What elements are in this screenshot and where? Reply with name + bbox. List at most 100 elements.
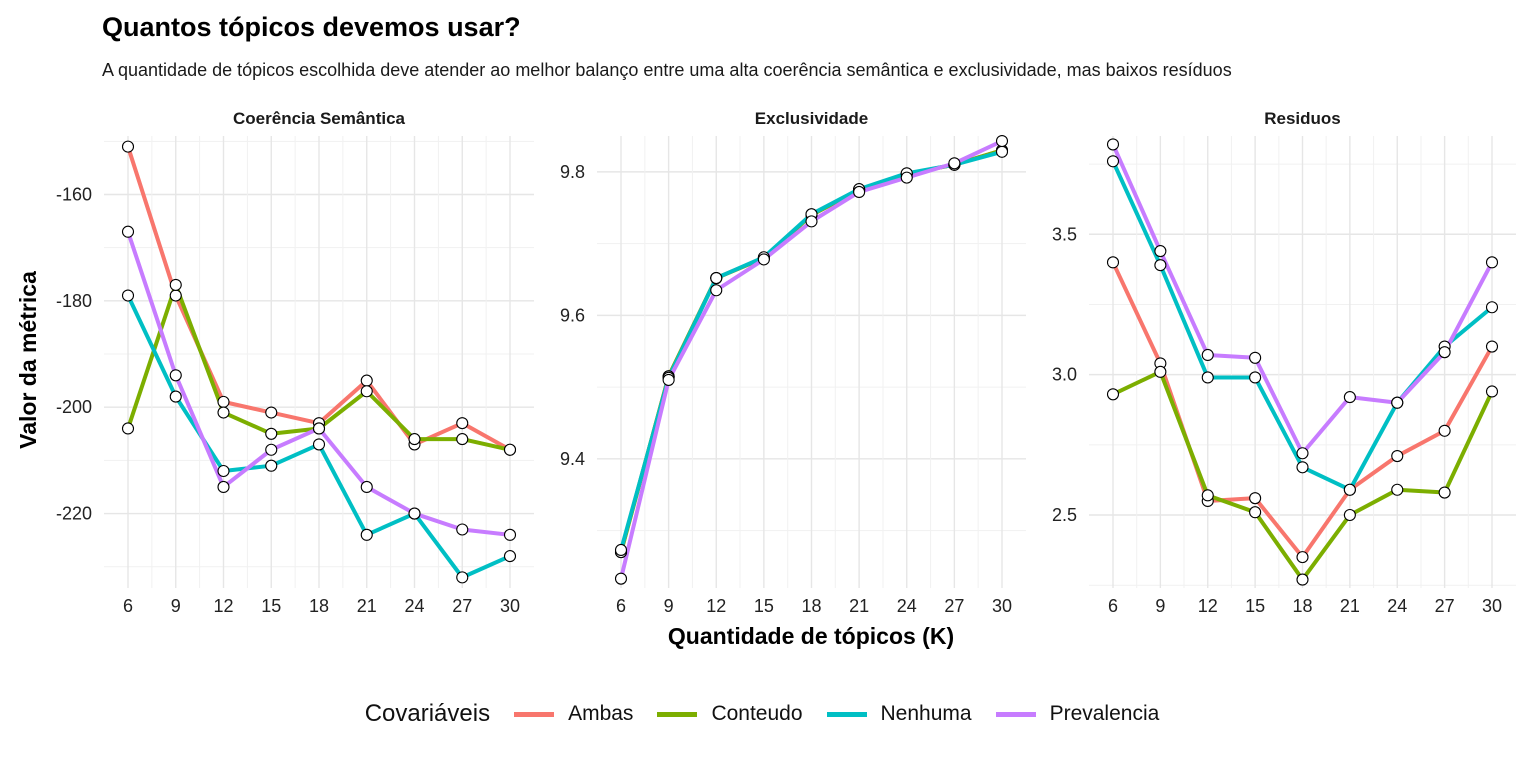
x-tick-label: 24 — [404, 596, 424, 616]
data-point-conteudo — [1343, 508, 1356, 522]
data-point-nenhuma — [503, 550, 517, 563]
data-point-conteudo — [265, 427, 278, 440]
data-point-conteudo — [1438, 486, 1451, 499]
chart-title: Quantos tópicos devemos usar? — [102, 12, 521, 42]
data-point-prevalencia — [900, 171, 913, 184]
data-point-prevalencia — [614, 572, 628, 585]
legend-item-nenhuma: Nenhuma — [826, 702, 972, 726]
data-point-nenhuma — [1485, 301, 1499, 314]
data-point-ambas — [1296, 551, 1309, 564]
data-point-prevalencia — [1343, 391, 1356, 404]
x-tick-label: 18 — [309, 596, 329, 616]
data-point-prevalencia — [217, 480, 230, 494]
y-tick-label: -200 — [56, 397, 92, 417]
x-tick-label: 27 — [1435, 596, 1455, 616]
data-point-conteudo — [169, 278, 182, 291]
y-tick-label: 9.4 — [560, 449, 585, 469]
x-tick-label: 15 — [261, 596, 281, 616]
panel-title: Coerência Semântica — [233, 109, 406, 128]
y-axis-title: Valor da métrica — [15, 271, 41, 449]
legend-item-ambas: Ambas — [514, 702, 633, 726]
panel-0: Coerência Semântica -160 -180 -200 -220 6 9 12 1… — [56, 109, 534, 616]
data-point-nenhuma — [265, 459, 278, 472]
data-point-ambas — [265, 406, 278, 419]
data-point-ambas — [1106, 256, 1120, 269]
y-tick-label: 3.0 — [1052, 365, 1077, 385]
legend-label-prevalencia: Prevalencia — [1049, 702, 1160, 725]
y-tick-label: 9.8 — [560, 162, 585, 182]
y-tick-label: 2.5 — [1052, 505, 1077, 525]
y-tick-label: -220 — [56, 504, 92, 524]
x-tick-label: 12 — [1198, 596, 1218, 616]
data-point-ambas — [1438, 424, 1451, 437]
data-point-prevalencia — [408, 507, 421, 520]
data-point-conteudo — [1485, 385, 1499, 398]
y-tick-label: -180 — [56, 291, 92, 311]
x-tick-label: 24 — [1387, 596, 1407, 616]
x-tick-label: 12 — [213, 596, 233, 616]
data-point-nenhuma — [1296, 461, 1309, 474]
legend-item-prevalencia: Prevalencia — [995, 702, 1160, 726]
x-tick-label: 24 — [897, 596, 917, 616]
data-point-ambas — [1249, 492, 1262, 505]
x-tick-label: 9 — [171, 596, 181, 616]
data-point-conteudo — [1106, 388, 1120, 401]
legend-key-nenhuma — [826, 711, 867, 717]
data-point-nenhuma — [1201, 371, 1214, 384]
data-point-nenhuma — [456, 571, 469, 584]
data-point-prevalencia — [1438, 346, 1451, 359]
x-tick-label: 12 — [706, 596, 726, 616]
legend-label-ambas: Ambas — [568, 702, 634, 725]
data-point-prevalencia — [503, 528, 517, 541]
data-point-conteudo — [1249, 506, 1262, 519]
data-point-ambas — [360, 374, 373, 387]
x-tick-label: 30 — [1482, 596, 1502, 616]
data-point-nenhuma — [1249, 371, 1262, 384]
data-point-conteudo — [217, 406, 230, 419]
x-tick-label: 27 — [452, 596, 472, 616]
data-point-prevalencia — [360, 480, 373, 494]
x-tick-label: 21 — [1340, 596, 1360, 616]
x-tick-label: 21 — [357, 596, 377, 616]
data-point-ambas — [169, 289, 182, 302]
legend-label-conteudo: Conteudo — [711, 702, 803, 725]
data-point-nenhuma — [217, 464, 230, 478]
x-tick-label: 21 — [849, 596, 869, 616]
legend-item-conteudo: Conteudo — [657, 702, 803, 726]
data-point-nenhuma — [710, 272, 723, 285]
data-point-nenhuma — [1154, 259, 1167, 272]
data-point-prevalencia — [1201, 348, 1214, 362]
panel-2: Residuos 3.5 3.0 2.5 6 9 12 15 18 21 24 27 30 — [1052, 109, 1516, 616]
x-tick-label: 6 — [616, 596, 626, 616]
x-tick-label: 18 — [1292, 596, 1312, 616]
x-tick-label: 6 — [123, 596, 133, 616]
y-tick-label: 3.5 — [1052, 224, 1077, 244]
x-tick-label: 6 — [1108, 596, 1118, 616]
data-point-nenhuma — [1343, 483, 1356, 496]
x-tick-label: 15 — [754, 596, 774, 616]
data-point-prevalencia — [265, 443, 278, 456]
data-point-ambas — [121, 140, 135, 153]
data-point-prevalencia — [1485, 256, 1499, 269]
data-point-prevalencia — [1154, 245, 1167, 258]
data-point-nenhuma — [1106, 155, 1120, 168]
data-point-prevalencia — [1106, 138, 1120, 151]
y-tick-label: -160 — [56, 184, 92, 204]
data-point-ambas — [1485, 340, 1499, 353]
data-point-prevalencia — [710, 284, 723, 297]
x-tick-label: 30 — [992, 596, 1012, 616]
data-point-nenhuma — [312, 438, 326, 451]
data-point-conteudo — [1201, 489, 1214, 502]
data-point-prevalencia — [853, 185, 866, 199]
data-point-ambas — [456, 417, 469, 430]
data-point-prevalencia — [995, 134, 1009, 148]
data-point-prevalencia — [169, 369, 182, 382]
x-tick-label: 15 — [1245, 596, 1265, 616]
data-point-prevalencia — [805, 215, 818, 228]
data-point-prevalencia — [121, 225, 135, 238]
panel-title: Exclusividade — [755, 109, 868, 128]
data-point-nenhuma — [169, 390, 182, 403]
data-point-ambas — [1391, 449, 1404, 463]
chart-subtitle: A quantidade de tópicos escolhida deve a… — [102, 60, 1232, 80]
